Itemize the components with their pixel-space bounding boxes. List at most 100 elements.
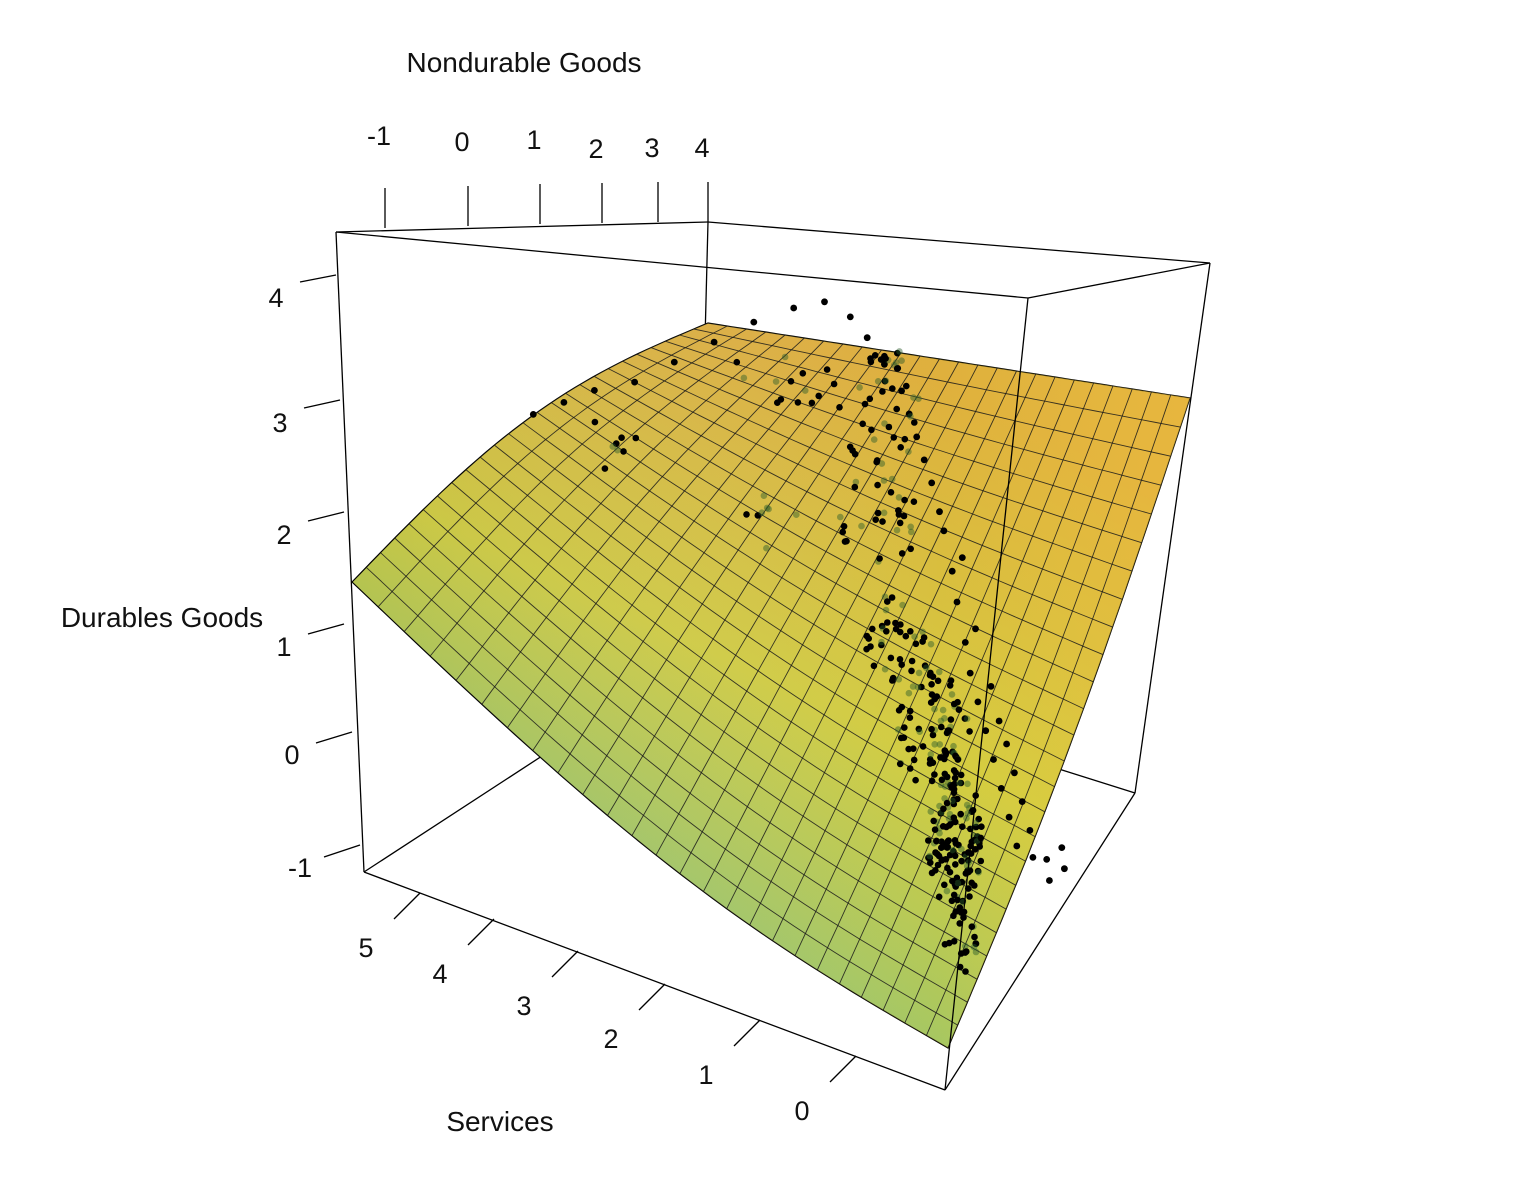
services-tick-label: 2	[603, 1024, 618, 1054]
data-point	[790, 304, 798, 312]
data-point	[901, 435, 909, 443]
data-point	[878, 622, 886, 630]
box-edge	[1134, 262, 1211, 794]
data-point	[913, 433, 921, 441]
data-point	[901, 724, 908, 731]
data-point	[950, 742, 957, 750]
data-point	[975, 815, 982, 823]
surface-grid-line	[422, 509, 997, 934]
data-point	[920, 456, 928, 464]
data-point	[936, 741, 944, 748]
z-axis-title: Durables Goods	[61, 602, 263, 633]
data-point	[959, 823, 966, 830]
data-point	[932, 849, 939, 856]
data-point	[976, 843, 983, 850]
data-point	[897, 621, 904, 628]
data-point	[794, 399, 802, 406]
data-point	[1003, 740, 1010, 748]
data-point	[867, 643, 874, 650]
data-point	[963, 862, 971, 870]
data-point	[873, 458, 880, 466]
services-tick	[829, 1055, 857, 1083]
surface-grid-line	[904, 391, 1152, 1024]
data-point	[609, 443, 617, 450]
data-point	[881, 420, 888, 427]
data-point	[975, 869, 982, 876]
data-point	[874, 378, 882, 385]
data-point	[898, 387, 905, 395]
surface-grid-line	[536, 412, 1074, 736]
surface-grid-line	[429, 331, 767, 657]
data-point	[919, 743, 927, 750]
data-point	[861, 400, 869, 408]
surface-grid-line	[925, 394, 1172, 1036]
data-point	[837, 513, 844, 521]
data-point	[987, 683, 995, 690]
surface-grid-line	[522, 422, 1065, 762]
data-point	[950, 785, 958, 793]
services-tick-label: 4	[432, 959, 447, 989]
data-point	[754, 512, 762, 519]
data-point	[943, 887, 951, 895]
surface-grid-line	[838, 382, 1095, 985]
surface-grid-line	[693, 328, 1181, 428]
data-point	[777, 396, 785, 403]
data-point	[529, 411, 537, 418]
durables-tick	[299, 274, 337, 283]
surface-grid-line	[437, 495, 1007, 910]
data-point	[894, 726, 902, 733]
data-point	[921, 662, 929, 669]
data-point	[870, 436, 878, 443]
data-point	[943, 749, 950, 757]
data-point	[898, 703, 906, 711]
data-point	[915, 395, 922, 403]
data-point	[632, 434, 640, 442]
data-point	[935, 893, 943, 901]
surface-grid-line	[579, 384, 1104, 656]
data-point	[963, 715, 971, 722]
data-point	[856, 384, 863, 391]
data-point	[927, 859, 934, 866]
box-edge	[707, 221, 1211, 264]
box-edge	[335, 221, 709, 233]
data-point	[878, 460, 886, 467]
data-point	[968, 879, 975, 887]
data-points	[529, 298, 1068, 975]
data-point	[859, 420, 866, 428]
data-point	[858, 522, 865, 530]
data-point	[946, 868, 954, 876]
box-edge	[335, 231, 1029, 299]
data-point	[950, 938, 958, 945]
data-point	[884, 619, 891, 626]
data-point	[950, 767, 958, 774]
data-point	[889, 385, 896, 392]
data-point	[882, 606, 890, 614]
data-point	[966, 893, 973, 900]
data-point	[941, 783, 949, 790]
data-point	[872, 516, 879, 523]
data-point	[934, 861, 942, 869]
nondurable-tick-label: 2	[588, 134, 603, 164]
data-point	[772, 378, 780, 385]
data-point	[898, 357, 905, 365]
data-point	[897, 444, 904, 451]
data-point	[870, 662, 878, 670]
surface-grid-line	[481, 337, 805, 705]
data-point	[1013, 842, 1021, 850]
data-point	[936, 668, 943, 676]
data-point	[933, 837, 940, 845]
surface-grid-line	[565, 392, 1094, 683]
data-point	[898, 661, 905, 668]
surface-grid-line	[508, 433, 1055, 787]
data-point	[868, 426, 875, 434]
data-point	[888, 475, 896, 483]
data-point	[894, 349, 901, 357]
surface-grid-line	[377, 325, 728, 608]
data-point	[1061, 865, 1068, 873]
surface-grid-line	[860, 385, 1114, 998]
surface-grid-line	[380, 552, 968, 1003]
data-point	[896, 348, 903, 355]
data-point	[821, 298, 828, 306]
data-point	[951, 837, 959, 844]
data-point	[874, 481, 881, 489]
